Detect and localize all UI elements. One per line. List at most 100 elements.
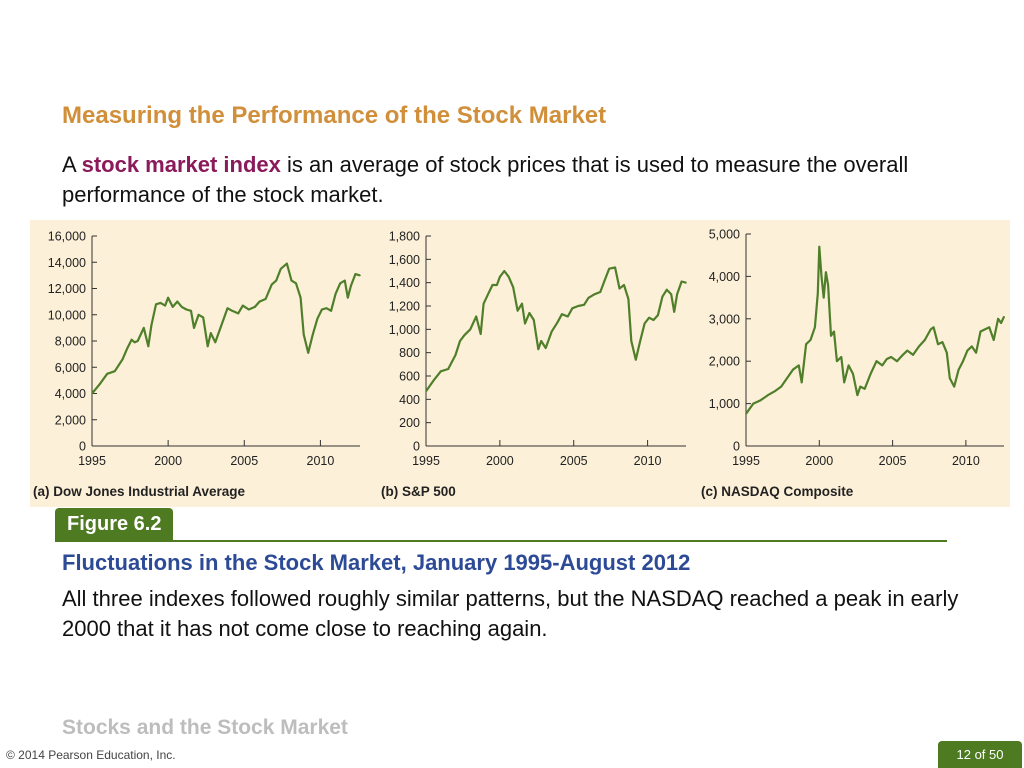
data-point [248, 308, 250, 311]
data-point [214, 341, 217, 344]
data-point [533, 319, 535, 321]
data-point [143, 327, 145, 329]
data-point [454, 354, 457, 356]
data-point [290, 279, 293, 282]
data-point [918, 345, 920, 348]
intro-prefix: A [62, 152, 82, 177]
y-tick-label: 1,400 [389, 276, 420, 290]
data-point [840, 356, 843, 358]
data-point [924, 339, 926, 341]
y-tick-label: 0 [413, 440, 420, 454]
data-point [817, 292, 819, 295]
data-point [577, 305, 579, 307]
data-point [147, 345, 150, 348]
data-point [561, 313, 563, 315]
data-point [193, 327, 195, 329]
data-point [164, 304, 166, 307]
intro-term: stock market index [81, 152, 281, 177]
data-point [833, 330, 835, 333]
data-point [167, 296, 169, 299]
x-tick-label: 2005 [879, 454, 907, 468]
data-point [847, 364, 850, 367]
data-point [673, 311, 675, 313]
footer-title: Stocks and the Stock Market [62, 716, 348, 739]
data-point [852, 373, 854, 375]
data-point [635, 358, 637, 361]
y-tick-label: 4,000 [55, 387, 86, 401]
data-point [818, 245, 821, 248]
data-point [792, 368, 794, 371]
data-point [136, 340, 139, 342]
data-point [896, 360, 898, 362]
y-tick-label: 2,000 [55, 413, 86, 427]
data-point [487, 293, 489, 296]
data-point [347, 296, 349, 299]
data-point [836, 360, 838, 362]
data-point [885, 358, 888, 360]
data-point [220, 324, 223, 327]
data-point [670, 293, 672, 296]
y-tick-label: 600 [399, 370, 420, 384]
data-point [780, 385, 782, 388]
data-point [181, 306, 183, 308]
y-tick-label: 1,600 [389, 253, 420, 267]
y-tick-label: 6,000 [55, 361, 86, 375]
data-point [856, 394, 859, 396]
data-point [752, 402, 755, 405]
data-point [550, 330, 553, 333]
data-point [805, 343, 807, 345]
x-tick-label: 2000 [486, 454, 514, 468]
data-point [275, 279, 277, 282]
data-point [953, 385, 955, 388]
data-point [630, 340, 633, 342]
data-point [666, 288, 668, 291]
data-point [307, 352, 310, 354]
y-tick-label: 800 [399, 346, 420, 360]
data-point [206, 345, 209, 348]
data-point [130, 338, 133, 341]
data-point [286, 262, 288, 265]
x-tick-label: 2010 [307, 454, 335, 468]
data-point [507, 276, 510, 278]
data-point [800, 381, 803, 384]
x-tick-label: 2010 [952, 454, 980, 468]
data-point [603, 279, 606, 282]
data-point [350, 285, 352, 287]
data-point [171, 306, 174, 308]
data-point [1000, 322, 1002, 324]
chart-dow-jones: 0 2,000 4,000 6,000 8,000 10,000 12,000 14,000 1… [33, 230, 361, 499]
data-point [685, 281, 687, 284]
x-tick-label: 2005 [230, 454, 258, 468]
data-point [190, 310, 192, 312]
data-point [618, 287, 621, 290]
data-point [820, 275, 823, 278]
data-point [971, 345, 973, 348]
data-point [902, 354, 904, 356]
y-tick-label: 400 [399, 393, 420, 407]
y-tick-label: 8,000 [55, 335, 86, 349]
data-point [745, 413, 747, 415]
data-point [302, 333, 305, 336]
data-point [334, 293, 337, 295]
data-point [295, 282, 297, 285]
data-point [325, 307, 328, 309]
data-point [890, 356, 892, 358]
data-point [155, 303, 157, 306]
data-point [264, 298, 267, 300]
chart-title: (b) S&P 500 [381, 484, 456, 499]
data-point [176, 300, 179, 303]
data-point [91, 392, 93, 395]
chart-title: (a) Dow Jones Industrial Average [33, 484, 246, 499]
y-tick-label: 16,000 [48, 230, 86, 244]
data-point [912, 354, 914, 356]
data-point [354, 273, 357, 275]
data-point [321, 308, 323, 311]
data-point [1003, 315, 1005, 318]
data-point [571, 307, 574, 310]
data-point [126, 348, 128, 350]
data-point [941, 341, 944, 343]
x-tick-label: 2000 [154, 454, 182, 468]
data-point [875, 360, 878, 362]
data-point [767, 394, 769, 396]
data-point [114, 370, 116, 372]
